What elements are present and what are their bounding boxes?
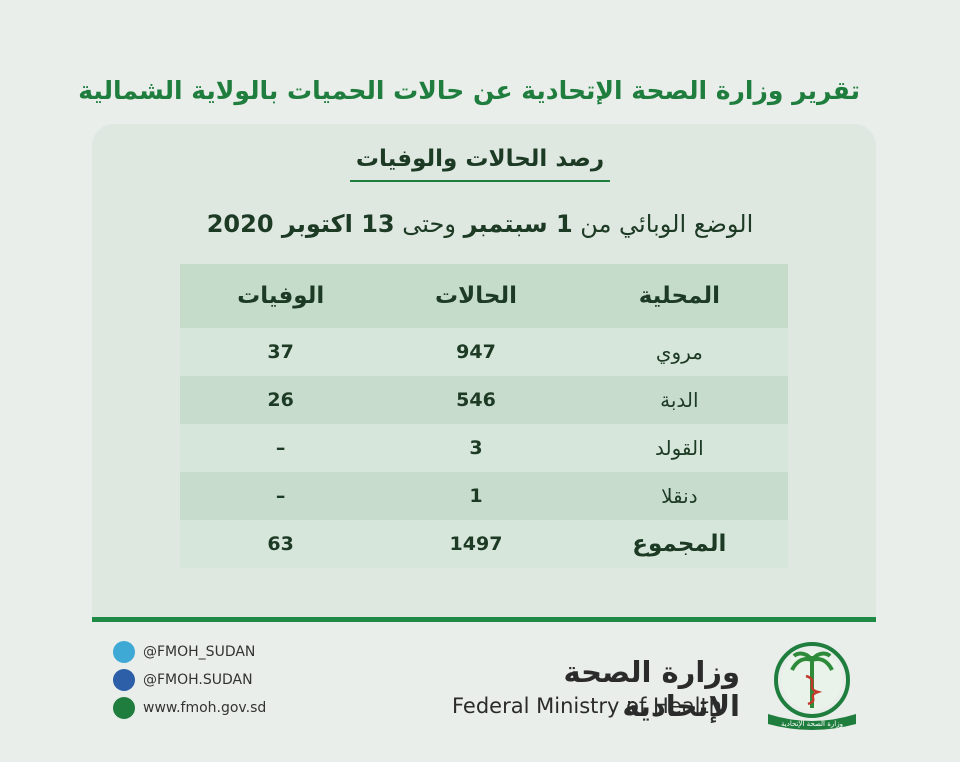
locality: مروي [570,328,788,376]
deaths: 37 [180,328,382,376]
locality: دنقلا [570,472,788,520]
web-icon [113,697,135,719]
period-text: الوضع الوبائي من [580,210,754,238]
locality: المجموع [570,520,788,568]
logo-label: وزارة الصحة الإتحادية [781,720,843,728]
logo-ribbon [768,714,856,730]
facebook-icon [113,669,135,691]
cases: 947 [381,328,571,376]
table-row: دنقلا 1– [180,472,788,520]
deaths: 63 [180,520,382,568]
period-start: 1 سبتمبر [463,210,573,238]
subtitle-wrap: رصد الحالات والوفيات [0,146,960,182]
deaths: – [180,472,382,520]
logo-snake [805,674,823,706]
table: المحلية الحالات الوفيات مروي 947 37 الدبة 546 2… [180,264,788,568]
table-row: الدبة 546 26 [180,376,788,424]
table-row: المجموع 1497 63 [180,520,788,568]
period-end: 13 اكتوبر 2020 [206,210,395,238]
twitter-icon [113,641,135,663]
logo-ring [774,642,850,718]
twitter[interactable]: @FMOH_SUDAN [113,641,255,663]
twitter-handle[interactable]: @FMOH_SUDAN [143,644,256,660]
deaths: 26 [180,376,382,424]
cases: 3 [381,424,571,472]
divider [92,617,876,622]
column-header: الحالات [381,264,571,328]
ministry-arabic: وزارة الصحة الإتحادية [563,655,740,723]
website[interactable]: www.fmoh.gov.sd [113,697,266,719]
column-header: المحلية [570,264,788,328]
table-row: القولد 3– [180,424,788,472]
subtitle: رصد الحالات والوفيات [349,146,611,182]
locality: الدبة [570,376,788,424]
facebook[interactable]: @FMOH.SUDAN [113,669,253,691]
column-header: الوفيات [180,264,382,328]
locality: القولد [570,424,788,472]
logo: وزارة الصحة الإتحادية [768,642,856,730]
title: تقرير وزارة الصحة الإتحادية عن حالات الح… [78,76,860,105]
table-row: مروي 947 37 [180,328,788,376]
cases: 546 [381,376,571,424]
ministry-english: Federal Ministry of Health [452,694,722,718]
table-body: مروي 947 37 الدبة 546 26 القولد 3– دنقلا 1– المجمو… [180,328,788,568]
facebook-handle[interactable]: @FMOH.SUDAN [143,672,253,688]
period: الوضع الوبائي من 1 سبتمبر وحتى 13 اكتوبر… [0,210,960,238]
header-row: المحلية الحالات الوفيات [180,264,788,328]
cases: 1497 [381,520,571,568]
cases: 1 [381,472,571,520]
deaths: – [180,424,382,472]
period-text: وحتى [402,210,456,238]
website-url[interactable]: www.fmoh.gov.sd [143,700,267,716]
